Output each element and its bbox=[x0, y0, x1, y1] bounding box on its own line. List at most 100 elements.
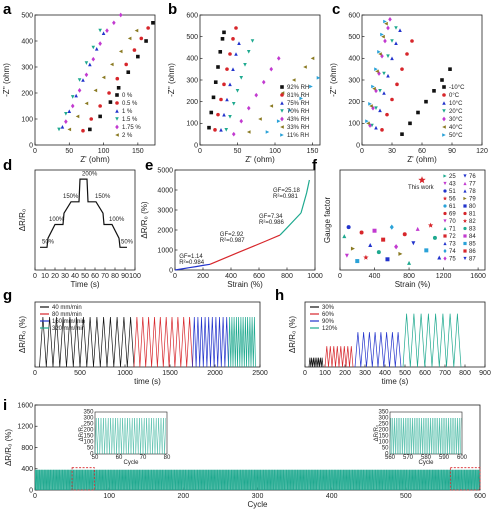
legend-marker bbox=[463, 226, 467, 231]
x-tick-label: 700 bbox=[439, 370, 451, 377]
data-point bbox=[110, 62, 114, 67]
data-point bbox=[303, 65, 307, 69]
legend-label: 86 bbox=[469, 249, 476, 255]
x-axis-label: Cycle bbox=[247, 500, 268, 509]
panel-label-f: f bbox=[312, 157, 318, 174]
legend-marker bbox=[280, 116, 284, 122]
legend-label: 72 bbox=[449, 234, 456, 240]
data-point bbox=[231, 67, 235, 71]
legend-label: 70% RH bbox=[287, 109, 309, 115]
literature-point bbox=[394, 244, 399, 250]
x-tick-label: 100 bbox=[129, 273, 141, 280]
panel-c bbox=[361, 14, 483, 146]
y-axis-label: ΔR/R₀ (%) bbox=[140, 201, 149, 238]
x-tick-label: 1000 bbox=[117, 370, 133, 377]
data-point bbox=[385, 112, 389, 117]
data-point bbox=[386, 54, 390, 58]
data-point bbox=[81, 128, 85, 133]
data-point bbox=[98, 28, 102, 33]
x-tick-label: 90 bbox=[121, 273, 129, 280]
series-line bbox=[402, 313, 462, 368]
legend-marker bbox=[442, 101, 446, 105]
x-tick-label: 1500 bbox=[162, 370, 178, 377]
data-point bbox=[394, 26, 398, 30]
data-point bbox=[246, 130, 251, 134]
data-point bbox=[410, 39, 414, 43]
data-point bbox=[381, 34, 385, 39]
data-point bbox=[127, 36, 132, 41]
data-point bbox=[222, 30, 226, 35]
legend-marker bbox=[442, 85, 446, 89]
data-point bbox=[89, 117, 94, 121]
data-point bbox=[91, 56, 96, 62]
y-tick-label: 200 bbox=[186, 99, 198, 106]
x-axis-label: time (s) bbox=[382, 377, 409, 386]
step-annotation: 150% bbox=[63, 194, 79, 200]
data-point bbox=[390, 56, 394, 61]
inset-y-tick-label: 0 bbox=[385, 452, 389, 458]
inset-x-tick-label: 60 bbox=[116, 455, 123, 461]
legend-marker bbox=[462, 218, 468, 223]
inset-y-tick-label: 0 bbox=[90, 452, 94, 458]
y-axis-label: -Z'' (ohm) bbox=[2, 63, 11, 97]
inset-y-tick-label: 200 bbox=[83, 428, 94, 434]
legend-marker bbox=[463, 174, 467, 178]
legend-marker bbox=[463, 181, 467, 186]
fit-annotation: R²=0.981 bbox=[273, 194, 299, 200]
data-point bbox=[124, 62, 128, 67]
inset-y-tick-label: 350 bbox=[83, 410, 94, 416]
data-point bbox=[378, 52, 382, 56]
legend-label: 84 bbox=[469, 234, 476, 240]
data-point bbox=[74, 93, 78, 98]
data-point bbox=[228, 52, 232, 56]
data-point bbox=[60, 125, 65, 129]
x-tick-label: 900 bbox=[479, 370, 491, 377]
data-point bbox=[382, 71, 386, 76]
legend-label: 320 mm/min bbox=[52, 326, 85, 332]
data-point bbox=[374, 88, 378, 94]
literature-point bbox=[402, 232, 407, 237]
panel-label-e: e bbox=[145, 157, 153, 174]
data-point bbox=[225, 67, 229, 71]
inset-x-tick-label: 560 bbox=[385, 455, 396, 461]
x-tick-label: 500 bbox=[400, 493, 412, 500]
literature-point bbox=[344, 253, 349, 258]
data-point bbox=[374, 125, 378, 130]
data-point bbox=[400, 132, 404, 136]
data-point bbox=[368, 102, 372, 106]
step-annotation: 100% bbox=[49, 217, 65, 223]
data-point bbox=[374, 106, 378, 110]
data-point bbox=[88, 62, 92, 67]
y-tick-label: 0 bbox=[169, 267, 173, 274]
this-work-marker bbox=[418, 176, 426, 184]
legend-label: 1.5 % bbox=[122, 117, 138, 123]
legend-label: 11% RH bbox=[287, 133, 309, 139]
literature-point bbox=[372, 228, 377, 233]
legend-label: 74 bbox=[449, 249, 456, 255]
data-point bbox=[218, 50, 223, 54]
fit-annotation: R²=0.987 bbox=[220, 238, 246, 244]
data-point bbox=[222, 82, 226, 87]
inset-line bbox=[389, 417, 462, 455]
legend-marker bbox=[463, 234, 467, 238]
literature-point bbox=[363, 254, 369, 260]
x-tick-label: 100 bbox=[103, 493, 115, 500]
panel-i bbox=[34, 404, 481, 491]
y-tick-label: 1600 bbox=[17, 402, 33, 409]
legend-label: 60% bbox=[322, 312, 335, 318]
data-point bbox=[98, 114, 102, 119]
data-point bbox=[151, 21, 155, 25]
legend-marker bbox=[442, 125, 446, 129]
legend-label: 69 bbox=[449, 212, 456, 218]
data-point bbox=[250, 39, 255, 43]
panel-h bbox=[304, 301, 486, 368]
fit-annotation: R²=0.986 bbox=[259, 220, 285, 226]
inset-y-tick-label: 300 bbox=[83, 416, 94, 422]
y-tick-label: 800 bbox=[21, 445, 33, 452]
legend-label: 30°C bbox=[449, 117, 463, 123]
legend-marker bbox=[463, 211, 467, 216]
legend-marker bbox=[443, 204, 447, 208]
x-tick-label: 60 bbox=[418, 148, 426, 155]
data-point bbox=[246, 105, 251, 111]
